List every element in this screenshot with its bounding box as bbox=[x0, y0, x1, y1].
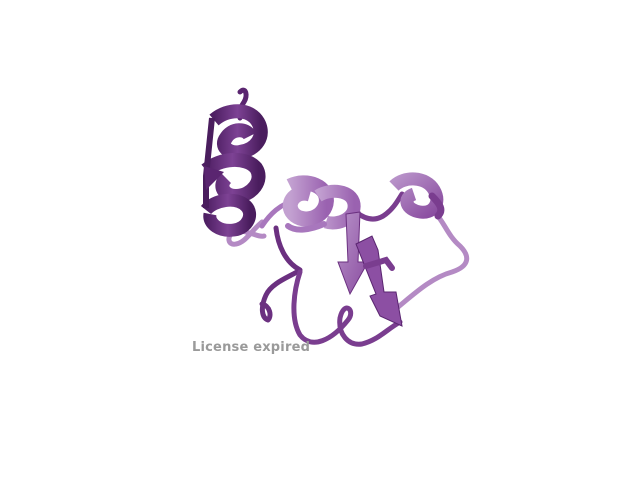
helix-turn-2 bbox=[201, 153, 266, 203]
helix-turn-1 bbox=[209, 104, 268, 160]
central-helix-turn-2 bbox=[314, 184, 361, 230]
beta-hairpin bbox=[337, 211, 403, 327]
loop-top-link bbox=[353, 191, 405, 222]
top-helix-cap bbox=[428, 192, 445, 220]
beta-strand-3 bbox=[363, 256, 395, 271]
loop-left-hook bbox=[259, 225, 303, 323]
loop-center-left bbox=[226, 219, 267, 247]
top-helix-turn bbox=[389, 172, 444, 219]
loop-right bbox=[389, 211, 470, 315]
beta-strand-1 bbox=[337, 211, 369, 296]
central-helix-turn-1 bbox=[282, 175, 334, 227]
helix-end-arrow bbox=[204, 166, 224, 190]
license-watermark: License expired bbox=[192, 340, 311, 355]
n-terminal-helix bbox=[200, 87, 268, 237]
top-right-helix bbox=[389, 172, 445, 220]
loop-bottom bbox=[291, 269, 403, 347]
helix-turn-3 bbox=[200, 193, 256, 237]
lower-loops bbox=[226, 191, 470, 347]
beta-strand-2 bbox=[355, 235, 403, 327]
central-helix bbox=[282, 175, 361, 233]
central-helix-tail bbox=[285, 221, 327, 233]
